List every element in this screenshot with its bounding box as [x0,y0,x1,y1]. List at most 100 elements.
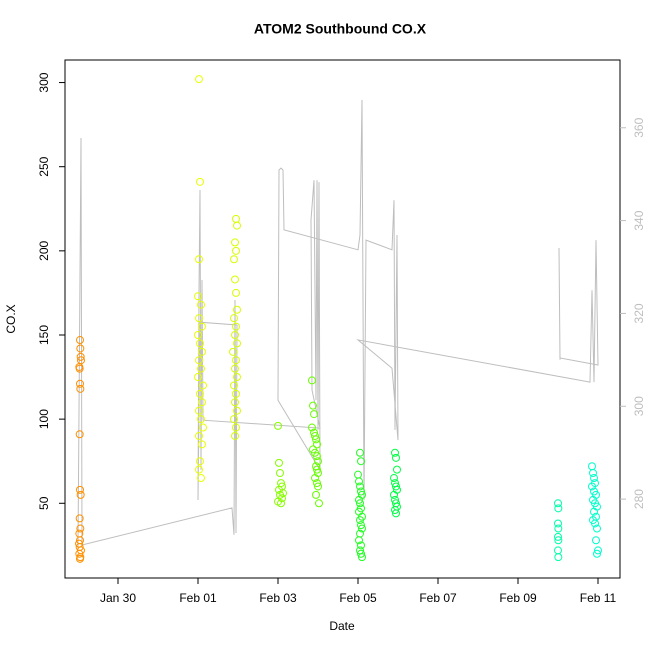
y-axis-label: CO.X [4,304,18,333]
data-point [357,487,365,496]
data-point [355,536,363,545]
data-point [392,482,400,491]
data-point [230,415,238,424]
data-point [195,314,203,323]
data-point [311,474,319,483]
data-point [198,322,206,331]
data-point [554,524,563,533]
y2-tick-label: 340 [632,210,646,230]
x-tick-label: Jan 30 [100,591,136,605]
data-point [593,524,601,533]
data-point [230,381,238,390]
data-point [554,499,562,508]
data-point [593,549,601,558]
data-point [233,406,241,415]
data-point [194,330,202,339]
x-tick-label: Feb 05 [339,591,377,605]
data-point [197,300,205,309]
y-tick-label: 150 [37,325,51,345]
data-point [198,440,206,449]
data-point [199,381,207,390]
data-point [357,457,365,466]
data-point [198,347,206,356]
data-point [310,410,318,419]
data-point [354,470,362,479]
data-point [195,465,203,474]
y2-tick-label: 320 [632,303,646,323]
data-point [231,398,239,407]
data-point [75,430,84,439]
data-point [76,352,85,361]
data-point [197,364,205,373]
data-point [230,255,238,264]
data-point [277,499,285,508]
data-point [231,238,239,247]
data-point [275,458,283,467]
data-point [391,506,399,515]
x-tick-label: Feb 11 [580,591,617,605]
data-point [588,482,596,491]
y2-tick-label: 280 [632,489,646,509]
data-point [232,214,240,223]
data-point [195,406,203,415]
y-tick-label: 300 [37,72,51,92]
data-point [592,536,600,545]
y2-tick-label: 300 [632,396,646,416]
data-point [358,524,366,533]
data-point [311,431,319,440]
data-point [199,423,207,432]
data-point [357,549,365,558]
data-point [312,490,320,499]
data-point [355,495,363,504]
data-point [391,448,399,457]
data-point [315,499,323,508]
data-point [358,553,366,562]
data-point [229,347,237,356]
data-point [313,479,321,488]
data-point [195,431,203,440]
data-point [276,468,284,477]
data-point [194,373,202,382]
data-point [274,421,282,430]
y-tick-label: 50 [37,496,51,510]
data-point [393,465,401,474]
data-point [355,477,363,486]
data-point [197,415,205,424]
data-point [75,549,84,558]
data-point [76,336,84,345]
data-point [312,435,320,444]
chart-title: ATOM2 Southbound CO.X [254,21,427,37]
data-point [195,356,203,365]
data-point [233,221,241,230]
data-point [313,440,321,449]
data-point [196,457,204,466]
data-point [554,519,562,528]
data-point [198,398,206,407]
data-point [196,177,204,186]
data-point [392,453,400,462]
data-point [356,499,364,508]
data-point [195,255,203,264]
data-point [196,339,204,348]
data-point [196,389,204,398]
data-point [308,423,316,432]
data-point [232,423,240,432]
data-point [313,465,321,474]
x-tick-label: Feb 07 [419,591,457,605]
data-point [554,504,563,513]
y-tick-label: 200 [37,241,51,261]
data-point [356,448,364,457]
data-point [232,322,240,331]
x-tick-label: Feb 09 [499,591,537,605]
data-point [588,462,596,471]
data-point [75,514,84,523]
data-point [233,373,241,382]
data-point [233,305,241,314]
data-point [554,536,563,545]
data-point [232,356,240,365]
data-point [75,364,84,373]
y-tick-label: 250 [37,156,51,176]
data-point [309,401,317,410]
data-point [554,553,563,562]
